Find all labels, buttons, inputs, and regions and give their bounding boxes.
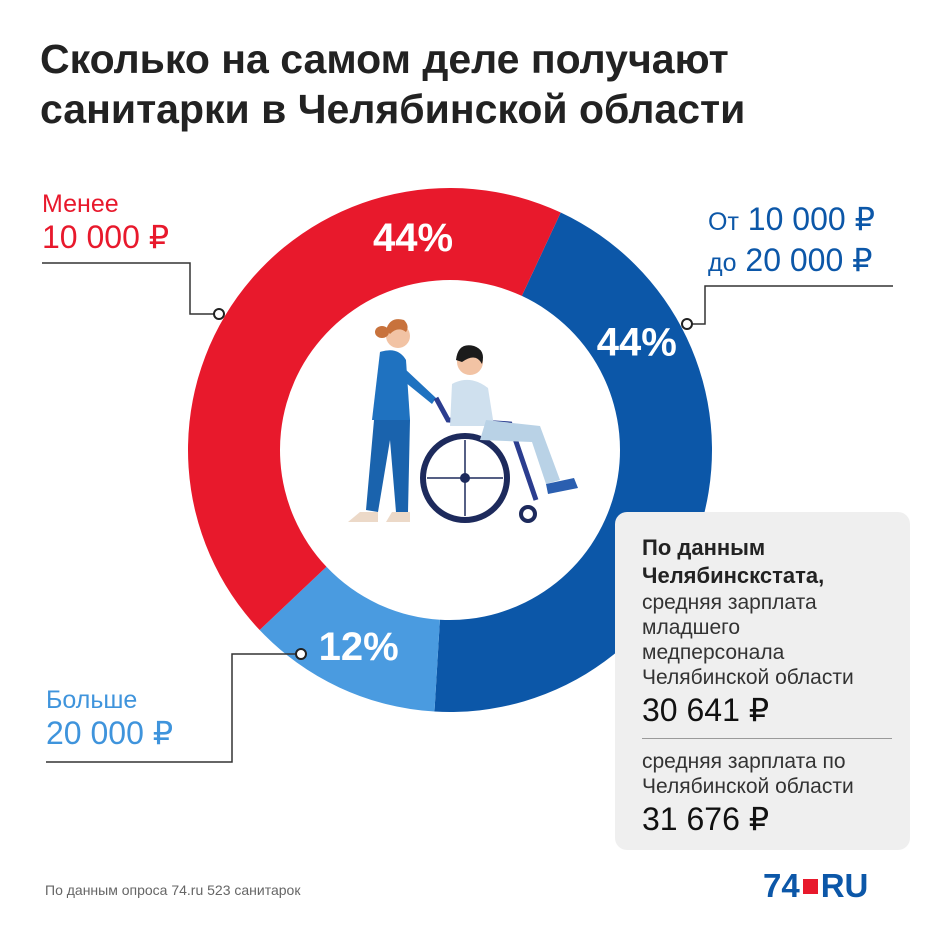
leader-line-light xyxy=(46,653,301,763)
legend-label-light: Больше 20 000 ₽ xyxy=(46,686,173,752)
slice-value-labels: 44% 12% 44% xyxy=(319,216,677,669)
slice-label-blue: 44% xyxy=(597,321,677,365)
info-heading-1: По данным xyxy=(642,535,766,560)
title-line-2: санитарки в Челябинской области xyxy=(40,86,746,132)
slice-red xyxy=(188,188,561,631)
leader-dots xyxy=(213,308,693,660)
leader-dot-red xyxy=(213,308,225,320)
slice-label-red: 44% xyxy=(373,216,453,260)
info-heading-2: Челябинскстата, xyxy=(642,563,825,588)
leader-lines xyxy=(42,262,893,763)
logo-number: 74 xyxy=(763,867,800,904)
info-box: По данным Челябинскстата, средняя зарпла… xyxy=(615,512,910,850)
info-text-1: средняя зарплата xyxy=(642,591,817,614)
legend-blue-prefix2: до xyxy=(708,249,737,277)
legend-light-line2: 20 000 ₽ xyxy=(46,715,174,751)
info-text-5: средняя зарплата по xyxy=(642,750,846,773)
info-text-4: Челябинской области xyxy=(642,666,854,689)
logo-ru: RU xyxy=(820,867,869,904)
leader-line-blue xyxy=(687,285,893,325)
title-line-1: Сколько на самом деле получают xyxy=(40,36,729,82)
legend-label-red: Менее 10 000 ₽ xyxy=(42,190,169,256)
legend-red-line1: Менее xyxy=(42,190,119,218)
legend-red-line2: 10 000 ₽ xyxy=(42,219,170,255)
info-value-1: 30 641 ₽ xyxy=(642,692,770,728)
site-logo[interactable]: 74 RU xyxy=(763,868,868,904)
info-text-3: медперсонала xyxy=(642,641,785,664)
legend-blue-value2: 20 000 ₽ xyxy=(745,242,873,278)
legend-blue-prefix1: От xyxy=(708,208,739,236)
nurse-with-wheelchair-icon xyxy=(348,319,578,523)
source-footnote: По данным опроса 74.ru 523 санитарок xyxy=(45,882,301,898)
slice-light xyxy=(259,566,440,712)
info-value-2: 31 676 ₽ xyxy=(642,801,770,837)
legend-blue-value1: 10 000 ₽ xyxy=(747,201,875,237)
legend-light-line1: Больше xyxy=(46,686,138,714)
page-title: Сколько на самом деле получают санитарки… xyxy=(40,34,900,134)
legend-label-blue: От 10 000 ₽ до 20 000 ₽ xyxy=(708,200,875,282)
logo-square-icon xyxy=(802,878,818,894)
slice-label-light: 12% xyxy=(319,625,399,669)
info-text-2: младшего xyxy=(642,616,741,639)
info-divider xyxy=(642,738,892,739)
leader-line-red xyxy=(42,262,219,315)
leader-dot-light xyxy=(295,648,307,660)
leader-dot-blue xyxy=(681,318,693,330)
info-text-6: Челябинской области xyxy=(642,775,854,798)
